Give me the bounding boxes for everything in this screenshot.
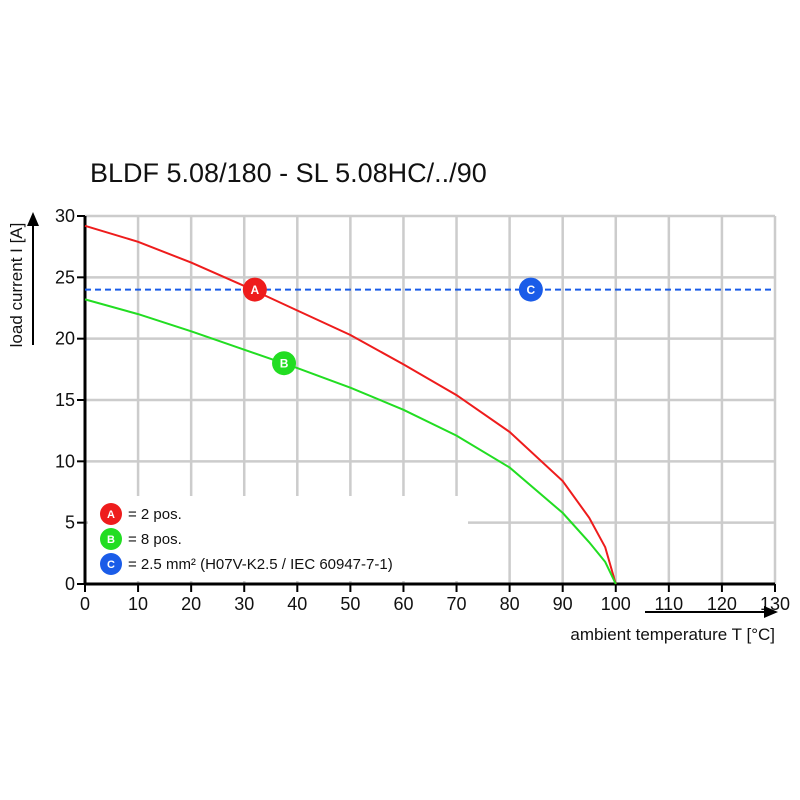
legend-badge-a <box>100 503 122 525</box>
x-tick-label: 90 <box>553 594 573 614</box>
x-tick-label: 70 <box>447 594 467 614</box>
legend-background <box>88 496 468 581</box>
y-tick-label: 25 <box>55 267 75 287</box>
legend-text: = 2.5 mm² (H07V-K2.5 / IEC 60947-7-1) <box>128 556 393 573</box>
x-tick-label: 0 <box>80 594 90 614</box>
x-tick-label: 30 <box>234 594 254 614</box>
y-tick-label: 10 <box>55 451 75 471</box>
x-tick-label: 80 <box>500 594 520 614</box>
x-tick-label: 10 <box>128 594 148 614</box>
x-tick-label: 50 <box>340 594 360 614</box>
y-axis-arrowhead <box>27 212 39 226</box>
legend-badge-b <box>100 528 122 550</box>
legend-badge-c <box>100 553 122 575</box>
x-tick-label: 60 <box>393 594 413 614</box>
y-tick-label: 0 <box>65 574 75 594</box>
y-axis-label: load current I [A] <box>7 223 26 348</box>
y-tick-label: 15 <box>55 390 75 410</box>
x-tick-label: 110 <box>654 594 683 614</box>
y-tick-label: 30 <box>55 206 75 226</box>
legend-badge-b-label: B <box>107 534 115 546</box>
marker-b-label: B <box>280 357 289 371</box>
legend-text: = 2 pos. <box>128 506 182 523</box>
x-axis-label: ambient temperature T [°C] <box>570 625 775 644</box>
marker-c-label: C <box>527 283 536 297</box>
x-tick-label: 40 <box>287 594 307 614</box>
chart-title: BLDF 5.08/180 - SL 5.08HC/../90 <box>90 158 487 188</box>
marker-c <box>518 277 543 302</box>
x-tick-label: 100 <box>601 594 631 614</box>
marker-b <box>272 351 297 376</box>
legend-text: = 8 pos. <box>128 531 182 548</box>
y-tick-label: 20 <box>55 329 75 349</box>
marker-a-label: A <box>251 283 260 297</box>
marker-a <box>242 277 267 302</box>
legend-badge-a-label: A <box>107 509 115 521</box>
series-line-b <box>84 298 617 585</box>
legend-badge-c-label: C <box>107 559 115 571</box>
x-axis-arrowhead <box>764 606 778 618</box>
x-tick-label: 120 <box>707 594 737 614</box>
series-line-a <box>84 224 617 585</box>
y-tick-label: 5 <box>65 513 75 533</box>
x-tick-label: 20 <box>181 594 201 614</box>
